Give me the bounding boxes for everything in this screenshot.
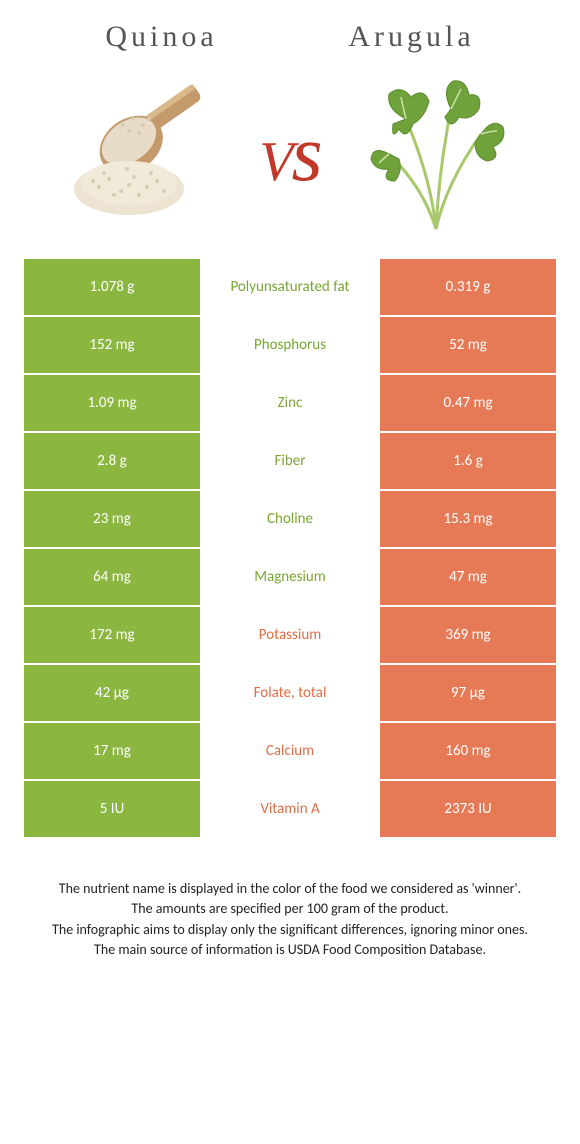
value-right: 1.6 g — [380, 433, 556, 489]
value-right: 2373 IU — [380, 781, 556, 837]
value-left: 64 mg — [24, 549, 200, 605]
value-left: 5 IU — [24, 781, 200, 837]
value-right: 97 µg — [380, 665, 556, 721]
value-left: 1.078 g — [24, 259, 200, 315]
nutrient-row: 1.09 mgZinc0.47 mg — [24, 375, 556, 431]
footnotes: The nutrient name is displayed in the co… — [0, 839, 580, 980]
nutrient-label: Choline — [200, 491, 380, 547]
nutrient-row: 42 µgFolate, total97 µg — [24, 665, 556, 721]
nutrient-row: 23 mgCholine15.3 mg — [24, 491, 556, 547]
nutrient-label: Vitamin A — [200, 781, 380, 837]
vs-label: vs — [259, 109, 320, 200]
value-left: 2.8 g — [24, 433, 200, 489]
nutrient-label: Fiber — [200, 433, 380, 489]
nutrient-row: 64 mgMagnesium47 mg — [24, 549, 556, 605]
nutrient-row: 2.8 gFiber1.6 g — [24, 433, 556, 489]
nutrient-table: 1.078 gPolyunsaturated fat0.319 g152 mgP… — [0, 259, 580, 837]
arugula-image — [351, 69, 521, 239]
footnote-line: The amounts are specified per 100 gram o… — [40, 899, 540, 919]
value-left: 42 µg — [24, 665, 200, 721]
nutrient-label: Potassium — [200, 607, 380, 663]
footnote-line: The main source of information is USDA F… — [40, 940, 540, 960]
title-right: Arugula — [348, 20, 474, 54]
value-right: 52 mg — [380, 317, 556, 373]
quinoa-image — [59, 69, 229, 239]
hero: vs — [0, 59, 580, 259]
header: Quinoa Arugula — [0, 0, 580, 59]
nutrient-label: Magnesium — [200, 549, 380, 605]
value-left: 172 mg — [24, 607, 200, 663]
value-left: 1.09 mg — [24, 375, 200, 431]
value-left: 17 mg — [24, 723, 200, 779]
title-left: Quinoa — [105, 20, 217, 54]
nutrient-row: 5 IUVitamin A2373 IU — [24, 781, 556, 837]
nutrient-label: Folate, total — [200, 665, 380, 721]
nutrient-row: 152 mgPhosphorus52 mg — [24, 317, 556, 373]
nutrient-row: 172 mgPotassium369 mg — [24, 607, 556, 663]
nutrient-label: Calcium — [200, 723, 380, 779]
nutrient-label: Zinc — [200, 375, 380, 431]
nutrient-label: Phosphorus — [200, 317, 380, 373]
value-right: 160 mg — [380, 723, 556, 779]
nutrient-row: 17 mgCalcium160 mg — [24, 723, 556, 779]
value-right: 369 mg — [380, 607, 556, 663]
footnote-line: The nutrient name is displayed in the co… — [40, 879, 540, 899]
value-right: 0.319 g — [380, 259, 556, 315]
footnote-line: The infographic aims to display only the… — [40, 920, 540, 940]
value-left: 23 mg — [24, 491, 200, 547]
value-right: 0.47 mg — [380, 375, 556, 431]
value-left: 152 mg — [24, 317, 200, 373]
nutrient-label: Polyunsaturated fat — [200, 259, 380, 315]
nutrient-row: 1.078 gPolyunsaturated fat0.319 g — [24, 259, 556, 315]
value-right: 15.3 mg — [380, 491, 556, 547]
value-right: 47 mg — [380, 549, 556, 605]
